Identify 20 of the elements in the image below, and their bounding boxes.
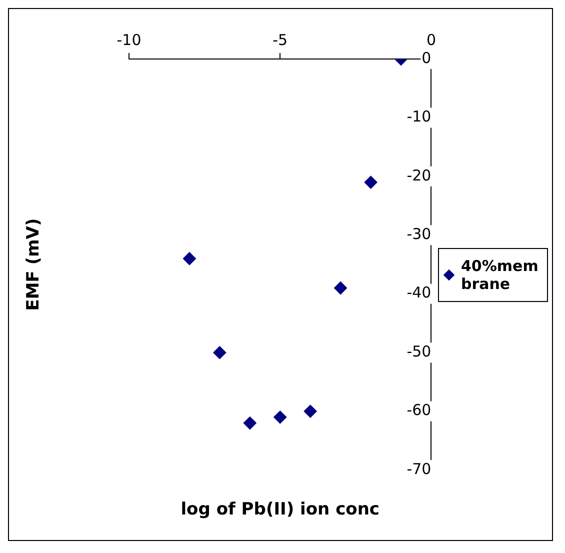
point — [364, 176, 378, 189]
point — [213, 346, 226, 360]
y-axis-title: EMF (mV) — [23, 218, 44, 311]
x-tick-label: -5 — [272, 30, 288, 49]
legend-label: 40%membrane — [461, 256, 540, 292]
y-tick-label: -20 — [406, 166, 432, 184]
point — [182, 252, 196, 266]
point — [304, 404, 317, 418]
y-tick-label: -40 — [406, 284, 432, 302]
x-axis-title: log of Pb(II) ion conc — [180, 499, 380, 520]
y-tick-label: 0 — [422, 48, 432, 67]
y-tick-label: -60 — [406, 401, 432, 420]
point — [274, 410, 287, 424]
x-tick-label: -10 — [116, 30, 142, 49]
y-tick-label: -30 — [406, 225, 432, 244]
y-tick-label: -50 — [406, 342, 432, 360]
point — [243, 416, 256, 430]
point — [334, 281, 348, 294]
y-tick-label: -10 — [406, 108, 432, 126]
y-tick-label: -70 — [406, 460, 432, 478]
